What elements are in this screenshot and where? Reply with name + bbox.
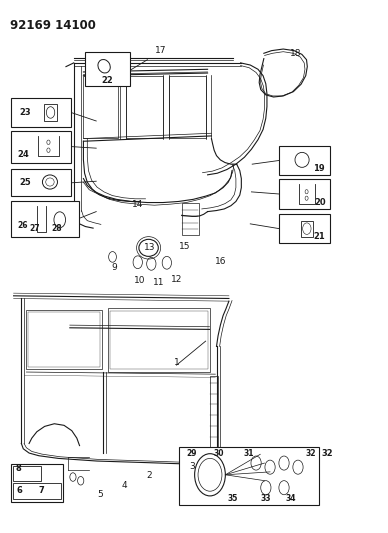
Text: 8: 8 <box>15 464 21 473</box>
Text: 25: 25 <box>19 178 31 187</box>
Text: 2: 2 <box>147 471 152 480</box>
Text: 26: 26 <box>18 221 28 230</box>
Text: 19: 19 <box>313 164 324 173</box>
Text: 9: 9 <box>112 263 117 272</box>
Text: 30: 30 <box>213 449 223 458</box>
Bar <box>83 76 118 138</box>
Text: 5: 5 <box>97 490 103 499</box>
Bar <box>301 221 313 237</box>
Text: 32: 32 <box>305 449 316 458</box>
Text: 22: 22 <box>102 76 114 85</box>
Text: 27: 27 <box>29 224 40 233</box>
Bar <box>179 447 319 505</box>
Bar <box>11 464 63 502</box>
Bar <box>279 179 330 209</box>
Bar <box>182 203 199 235</box>
Text: 29: 29 <box>187 449 197 458</box>
Bar <box>169 76 206 138</box>
Text: 4: 4 <box>121 481 127 489</box>
Text: 32: 32 <box>322 449 333 458</box>
Text: 24: 24 <box>17 150 29 159</box>
Bar <box>210 376 218 464</box>
Text: 17: 17 <box>155 46 167 55</box>
Text: 20: 20 <box>314 198 326 207</box>
Text: 28: 28 <box>52 224 62 233</box>
Text: 23: 23 <box>19 108 31 117</box>
Bar <box>44 104 57 120</box>
Text: 6: 6 <box>16 486 22 495</box>
Bar <box>279 214 330 243</box>
Text: 16: 16 <box>215 257 227 265</box>
Text: 7: 7 <box>38 486 44 495</box>
Text: 21: 21 <box>314 232 326 241</box>
Bar <box>279 146 330 175</box>
Text: 14: 14 <box>132 200 144 208</box>
Text: 31: 31 <box>244 449 255 458</box>
Bar <box>28 312 100 367</box>
Text: 34: 34 <box>286 494 296 503</box>
Text: 13: 13 <box>144 244 155 252</box>
Text: 3: 3 <box>189 462 195 471</box>
Text: 12: 12 <box>171 276 182 284</box>
Bar <box>11 169 71 196</box>
Text: 10: 10 <box>134 277 146 285</box>
Bar <box>126 76 163 138</box>
Text: 33: 33 <box>261 494 271 503</box>
Bar <box>110 311 208 369</box>
Text: 1: 1 <box>174 358 179 367</box>
Bar <box>11 98 71 127</box>
Text: 92169 14100: 92169 14100 <box>10 19 95 31</box>
Bar <box>11 131 71 163</box>
Bar <box>108 308 210 372</box>
Bar <box>14 483 61 499</box>
Bar <box>11 201 79 237</box>
Bar <box>26 310 102 369</box>
Text: 35: 35 <box>227 494 237 503</box>
Text: 18: 18 <box>290 49 301 58</box>
Text: 15: 15 <box>178 242 190 251</box>
Bar <box>85 52 130 86</box>
Text: 11: 11 <box>153 278 165 287</box>
Bar <box>14 466 41 481</box>
